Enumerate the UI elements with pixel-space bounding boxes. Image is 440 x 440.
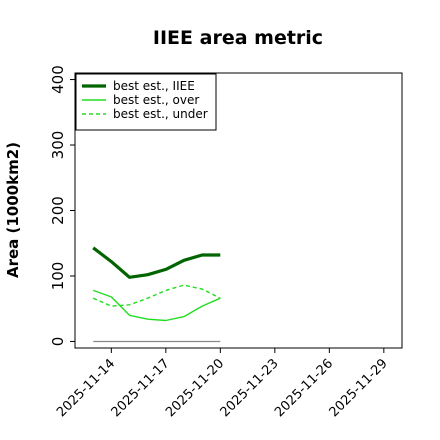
series-line-2 bbox=[92, 284, 221, 307]
legend-label: best est., IIEE bbox=[113, 79, 195, 93]
y-tick-label: 400 bbox=[49, 65, 67, 94]
y-tick-label: 100 bbox=[49, 262, 67, 291]
series-line-0 bbox=[92, 246, 221, 279]
y-tick-label: 200 bbox=[49, 196, 67, 225]
legend-box bbox=[75, 73, 217, 131]
x-tick-label: 2025-11-29 bbox=[327, 356, 391, 420]
series-line-1 bbox=[92, 289, 221, 322]
y-axis: 0 100 200 300 400 bbox=[49, 65, 75, 346]
plot-area bbox=[92, 246, 221, 343]
y-axis-label: Area (1000km2) bbox=[4, 142, 22, 278]
legend-label: best est., over bbox=[113, 93, 199, 107]
legend-label: best est., under bbox=[113, 107, 208, 121]
y-tick-label: 300 bbox=[49, 131, 67, 160]
chart-title: IIEE area metric bbox=[153, 27, 323, 49]
x-axis: 2025-11-142025-11-172025-11-202025-11-23… bbox=[54, 348, 391, 420]
y-tick-label: 0 bbox=[49, 337, 67, 347]
